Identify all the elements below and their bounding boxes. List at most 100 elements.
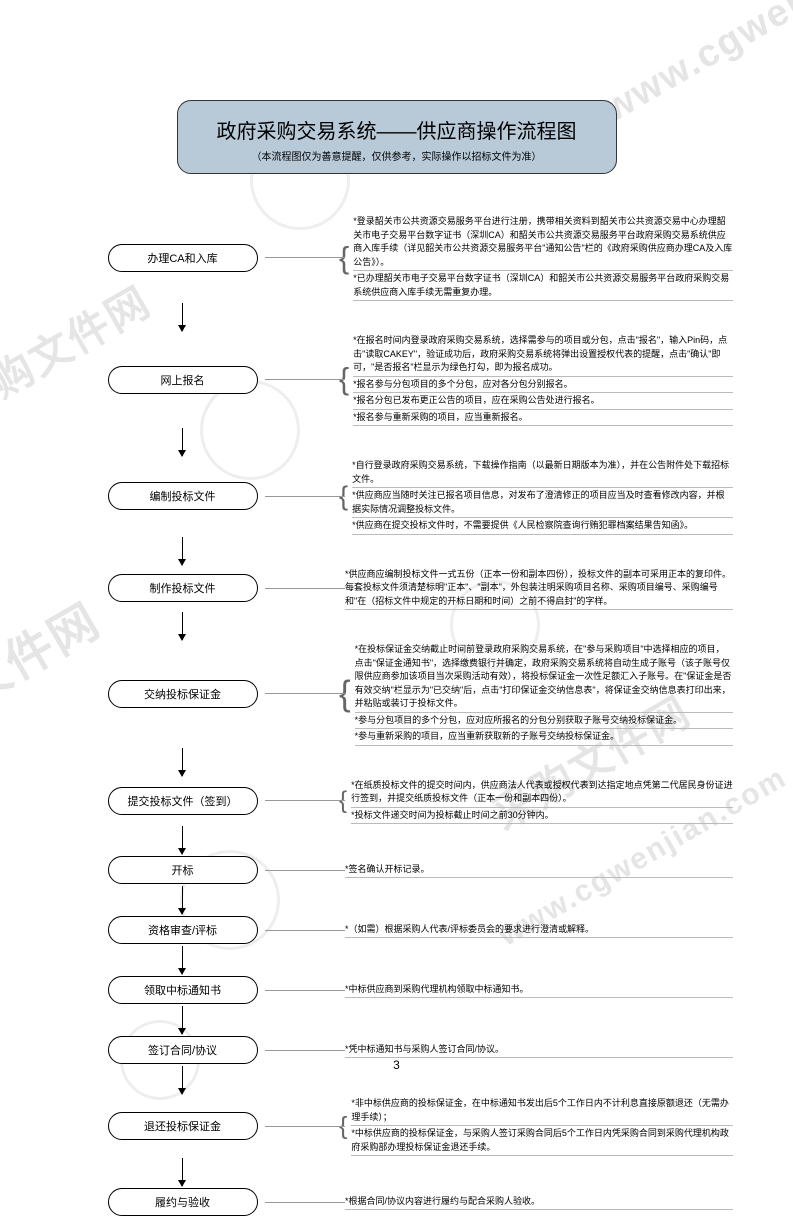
description-line: *（如需）根据采购人代表/评标委员会的要求进行澄清或解释。 xyxy=(345,922,733,939)
flow-row: 办理CA和入库{*登录韶关市公共资源交易服务平台进行注册，携带相关资料到韶关市公… xyxy=(100,214,733,301)
page-content: 政府采购交易系统——供应商操作流程图 （本流程图仅为善意提醒，仅供参考，实际操作… xyxy=(0,0,793,1216)
step-description: *非中标供应商的投标保证金，在中标通知书发出后5个工作日内不计利息直接原额退还（… xyxy=(351,1096,733,1156)
step-column: 制作投标文件 xyxy=(100,574,265,602)
flow-row: 资格审查/评标 *（如需）根据采购人代表/评标委员会的要求进行澄清或解释。 xyxy=(100,916,733,944)
description-line: *参与分包项目的多个分包，应对应所报名的分包分别获取子账号交纳投标保证金。 xyxy=(355,713,733,730)
connector-line xyxy=(265,588,345,589)
description-line: *中标供应商到采购代理机构领取中标通知书。 xyxy=(345,982,733,999)
arrow-down-icon xyxy=(182,428,183,456)
description-line: *参与重新采购的项目，应当重新获取新的子账号交纳投标保证金。 xyxy=(355,729,733,746)
step-description: *中标供应商到采购代理机构领取中标通知书。 xyxy=(345,982,733,999)
connector-line xyxy=(265,870,345,871)
flow-row: 交纳投标保证金{*在投标保证金交纳截止时间前登录政府采购交易系统，在"参与采购项… xyxy=(100,642,733,746)
step-column: 资格审查/评标 xyxy=(100,916,265,944)
arrow-down-icon xyxy=(182,303,183,331)
arrow-down-icon xyxy=(182,1006,183,1034)
arrow-spacer xyxy=(100,426,265,458)
description-line: *凭中标通知书与采购人签订合同/协议。 xyxy=(345,1042,733,1059)
description-line: *在投标保证金交纳截止时间前登录政府采购交易系统，在"参与采购项目"中选择相应的… xyxy=(355,642,733,713)
arrow-down-icon xyxy=(182,612,183,640)
step-box: 退还投标保证金 xyxy=(108,1112,258,1140)
step-box: 领取中标通知书 xyxy=(108,976,258,1004)
title-box: 政府采购交易系统——供应商操作流程图 （本流程图仅为善意提醒，仅供参考，实际操作… xyxy=(177,100,617,174)
description-line: *自行登录政府采购交易系统，下载操作指南（以最新日期版本为准），并在公告附件处下… xyxy=(352,458,733,488)
description-line: *根据合同/协议内容进行履约与配合采购人验收。 xyxy=(345,1194,733,1211)
description-line: *已办理韶关市电子交易平台数字证书（深圳CA）和韶关市公共资源交易服务平台政府采… xyxy=(353,271,733,301)
step-column: 提交投标文件（签到） xyxy=(100,787,265,815)
step-box: 交纳投标保证金 xyxy=(108,680,258,708)
connector-line xyxy=(265,990,345,991)
title-main: 政府采购交易系统——供应商操作流程图 xyxy=(188,115,606,144)
flow-row: 开标 *签名确认开标记录。 xyxy=(100,856,733,884)
arrow-spacer xyxy=(100,535,265,567)
flow-row: 编制投标文件{*自行登录政府采购交易系统，下载操作指南（以最新日期版本为准），并… xyxy=(100,458,733,535)
step-box: 编制投标文件 xyxy=(108,482,258,510)
flow-row: 制作投标文件 *供应商应编制投标文件一式五份（正本一份和副本四份），投标文件的副本… xyxy=(100,567,733,611)
step-description: *（如需）根据采购人代表/评标委员会的要求进行澄清或解释。 xyxy=(345,922,733,939)
step-description: *根据合同/协议内容进行履约与配合采购人验收。 xyxy=(345,1194,733,1211)
connector-line xyxy=(265,1050,345,1051)
step-column: 网上报名 xyxy=(100,366,265,394)
arrow-down-icon xyxy=(182,537,183,565)
connector-line xyxy=(265,257,345,258)
description-line: *供应商应编制投标文件一式五份（正本一份和副本四份），投标文件的副本可采用正本的… xyxy=(345,567,733,611)
arrow-spacer xyxy=(100,301,265,333)
step-description: *登录韶关市公共资源交易服务平台进行注册，携带相关资料到韶关市公共资源交易中心办… xyxy=(353,214,733,301)
description-line: *报名参与重新采购的项目，应当重新报名。 xyxy=(353,410,733,427)
arrow-down-icon xyxy=(182,946,183,974)
arrow-down-icon xyxy=(182,748,183,776)
arrow-spacer xyxy=(100,944,265,976)
arrow-spacer xyxy=(100,746,265,778)
arrow-spacer xyxy=(100,1156,265,1188)
page-number: 3 xyxy=(0,1058,793,1072)
step-column: 开标 xyxy=(100,856,265,884)
step-description: *签名确认开标记录。 xyxy=(345,862,733,879)
description-line: *供应商应当随时关注已报名项目信息，对发布了澄清修正的项目应当及时查看修改内容，… xyxy=(352,488,733,518)
step-box: 履约与验收 xyxy=(108,1188,258,1216)
step-description: *在报名时间内登录政府采购交易系统，选择需参与的项目或分包，点击"报名"，输入P… xyxy=(353,333,733,426)
description-line: *投标文件递交时间为投标截止时间之前30分钟内。 xyxy=(351,808,733,825)
step-box: 制作投标文件 xyxy=(108,574,258,602)
title-sub: （本流程图仅为善意提醒，仅供参考，实际操作以招标文件为准） xyxy=(188,148,606,163)
step-column: 办理CA和入库 xyxy=(100,244,265,272)
step-description: *凭中标通知书与采购人签订合同/协议。 xyxy=(345,1042,733,1059)
flow-row: 网上报名{*在报名时间内登录政府采购交易系统，选择需参与的项目或分包，点击"报名… xyxy=(100,333,733,426)
connector-line xyxy=(265,693,345,694)
step-description: *在纸质投标文件的提交时间内，供应商法人代表或授权代表到达指定地点凭第二代居民身… xyxy=(351,778,733,825)
arrow-spacer xyxy=(100,824,265,856)
step-column: 领取中标通知书 xyxy=(100,976,265,1004)
description-line: *报名分包已发布更正公告的项目，应在采购公告处进行报名。 xyxy=(353,393,733,410)
step-column: 编制投标文件 xyxy=(100,482,265,510)
step-description: *自行登录政府采购交易系统，下载操作指南（以最新日期版本为准），并在公告附件处下… xyxy=(352,458,733,535)
description-line: *签名确认开标记录。 xyxy=(345,862,733,879)
step-column: 交纳投标保证金 xyxy=(100,680,265,708)
step-box: 资格审查/评标 xyxy=(108,916,258,944)
step-box: 网上报名 xyxy=(108,366,258,394)
description-line: *供应商在提交投标文件时，不需要提供《人民检察院查询行贿犯罪档案结果告知函》。 xyxy=(352,518,733,535)
step-box: 开标 xyxy=(108,856,258,884)
step-box: 提交投标文件（签到） xyxy=(108,787,258,815)
arrow-spacer xyxy=(100,610,265,642)
step-box: 办理CA和入库 xyxy=(108,244,258,272)
arrow-down-icon xyxy=(182,1158,183,1186)
connector-line xyxy=(265,379,345,380)
connector-line xyxy=(265,496,345,497)
step-column: 退还投标保证金 xyxy=(100,1112,265,1140)
connector-line xyxy=(265,1202,345,1203)
step-description: *在投标保证金交纳截止时间前登录政府采购交易系统，在"参与采购项目"中选择相应的… xyxy=(355,642,733,746)
arrow-down-icon xyxy=(182,886,183,914)
flow-row: 履约与验收 *根据合同/协议内容进行履约与配合采购人验收。 xyxy=(100,1188,733,1216)
flow-row: 提交投标文件（签到）{*在纸质投标文件的提交时间内，供应商法人代表或授权代表到达… xyxy=(100,778,733,825)
flow-row: 领取中标通知书 *中标供应商到采购代理机构领取中标通知书。 xyxy=(100,976,733,1004)
step-description: *供应商应编制投标文件一式五份（正本一份和副本四份），投标文件的副本可采用正本的… xyxy=(345,567,733,611)
arrow-spacer xyxy=(100,884,265,916)
description-line: *中标供应商的投标保证金，与采购人签订采购合同后5个工作日内凭采购合同到采购代理… xyxy=(351,1126,733,1156)
flow-row: 退还投标保证金{*非中标供应商的投标保证金，在中标通知书发出后5个工作日内不计利… xyxy=(100,1096,733,1156)
description-line: *报名参与分包项目的多个分包，应对各分包分别报名。 xyxy=(353,377,733,394)
description-line: *在纸质投标文件的提交时间内，供应商法人代表或授权代表到达指定地点凭第二代居民身… xyxy=(351,778,733,808)
arrow-spacer xyxy=(100,1004,265,1036)
connector-line xyxy=(265,930,345,931)
description-line: *登录韶关市公共资源交易服务平台进行注册，携带相关资料到韶关市公共资源交易中心办… xyxy=(353,214,733,271)
connector-line xyxy=(265,800,345,801)
connector-line xyxy=(265,1126,345,1127)
